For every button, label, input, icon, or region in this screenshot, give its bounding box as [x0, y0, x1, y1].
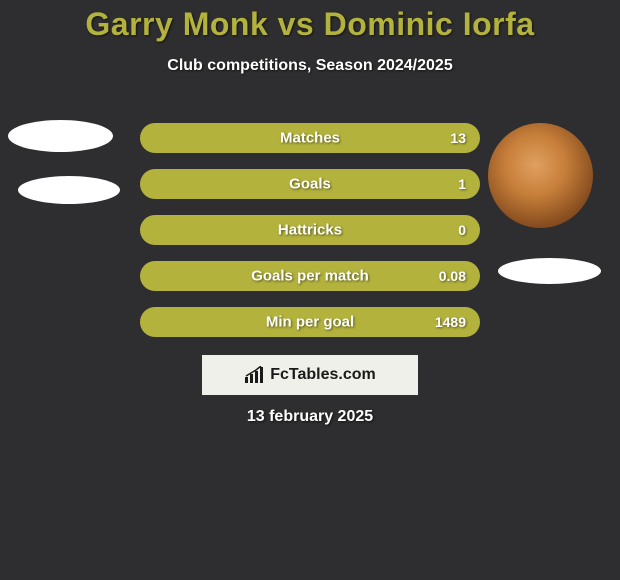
- stat-row-goals-per-match: Goals per match 0.08: [140, 261, 480, 291]
- stat-value: 13: [450, 130, 466, 146]
- stat-value: 1489: [435, 314, 466, 330]
- brand-text: FcTables.com: [270, 366, 376, 384]
- subtitle: Club competitions, Season 2024/2025: [0, 57, 620, 75]
- comparison-card: Garry Monk vs Dominic Iorfa Club competi…: [0, 0, 620, 580]
- player2-avatar: [488, 123, 593, 228]
- stat-label: Hattricks: [140, 222, 480, 239]
- brand-badge: FcTables.com: [202, 355, 418, 395]
- bar-chart-icon: [244, 366, 266, 384]
- player1-shape-2: [18, 176, 120, 204]
- player1-shape-1: [8, 120, 113, 152]
- stat-row-matches: Matches 13: [140, 123, 480, 153]
- stat-label: Matches: [140, 130, 480, 147]
- stat-value: 1: [458, 176, 466, 192]
- date-label: 13 february 2025: [0, 408, 620, 426]
- stat-value: 0: [458, 222, 466, 238]
- stat-row-min-per-goal: Min per goal 1489: [140, 307, 480, 337]
- stat-row-hattricks: Hattricks 0: [140, 215, 480, 245]
- stat-label: Goals per match: [140, 268, 480, 285]
- stat-row-goals: Goals 1: [140, 169, 480, 199]
- stat-value: 0.08: [439, 268, 466, 284]
- page-title: Garry Monk vs Dominic Iorfa: [0, 0, 620, 43]
- stats-list: Matches 13 Goals 1 Hattricks 0 Goals per…: [140, 123, 480, 353]
- player2-shape: [498, 258, 601, 284]
- stat-label: Min per goal: [140, 314, 480, 331]
- stat-label: Goals: [140, 176, 480, 193]
